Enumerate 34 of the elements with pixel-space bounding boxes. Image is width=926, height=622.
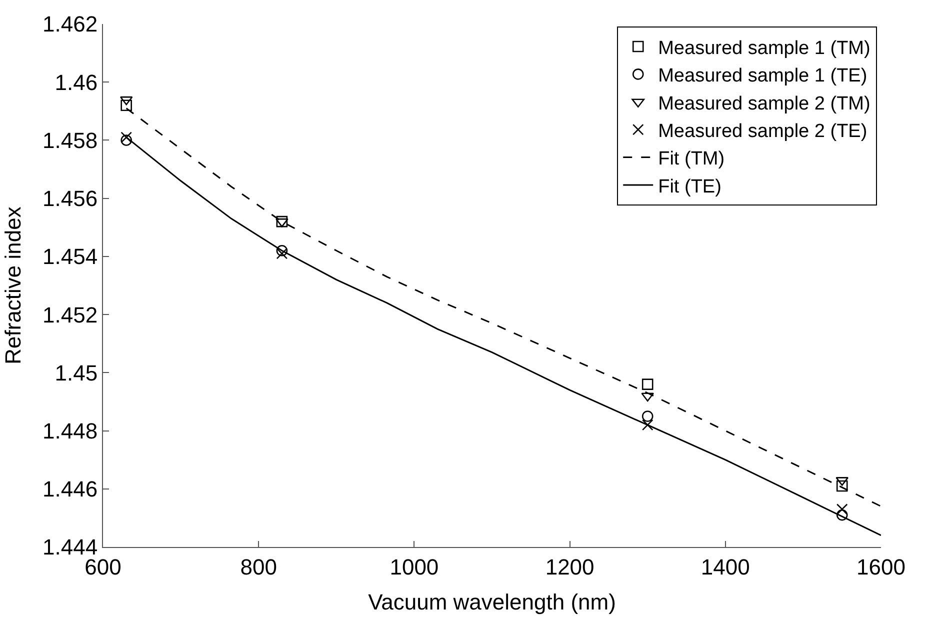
point <box>120 100 132 112</box>
legend-label: Measured sample 2 (TE) <box>658 120 868 142</box>
y-tick-label: 1.462 <box>42 12 98 37</box>
legend-label: Fit (TM) <box>658 148 725 170</box>
x-tick-label: 800 <box>240 554 277 580</box>
point <box>642 378 654 390</box>
y-tick-label: 1.46 <box>54 70 98 95</box>
point <box>836 509 848 521</box>
point <box>120 134 132 146</box>
legend-label: Measured sample 1 (TM) <box>658 38 870 59</box>
point <box>276 216 288 228</box>
x-tick-label: 1600 <box>856 554 906 580</box>
y-tick-label: 1.45 <box>54 360 98 386</box>
y-tick-label: 1.458 <box>42 128 98 153</box>
x-tick-label: 1000 <box>390 554 439 580</box>
y-axis-title: Refractive index <box>0 206 26 364</box>
point <box>642 410 654 422</box>
x-tick-label: 1400 <box>700 554 750 580</box>
point <box>642 419 654 431</box>
point <box>120 96 133 106</box>
x-axis-title: Vacuum wavelength (nm) <box>368 589 616 614</box>
y-tick-label: 1.456 <box>42 186 98 212</box>
legend-label: Measured sample 1 (TE) <box>658 66 868 87</box>
legend-label: Measured sample 2 (TM) <box>658 93 870 114</box>
point <box>276 218 288 228</box>
y-tick-label: 1.448 <box>42 418 98 444</box>
point <box>276 244 288 256</box>
legend-label: Fit (TE) <box>658 176 722 198</box>
y-tick-label: 1.454 <box>42 244 98 270</box>
x-tick-label: 1200 <box>545 554 594 580</box>
point <box>641 392 654 402</box>
y-tick-label: 1.452 <box>42 302 98 328</box>
point <box>836 480 848 492</box>
y-tick-label: 1.446 <box>42 476 98 502</box>
